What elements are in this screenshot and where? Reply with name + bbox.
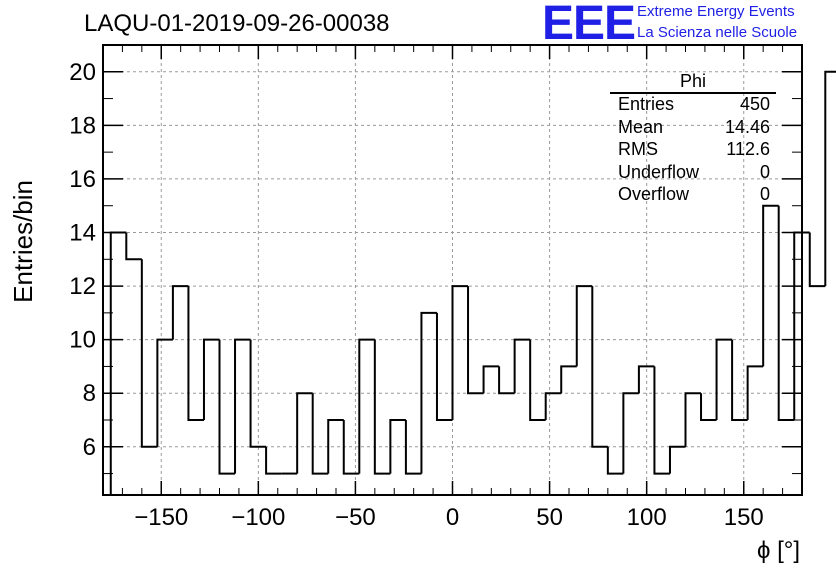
histogram-bin [544,392,562,420]
stats-label-mean: Mean [618,117,664,137]
histogram-bin [311,393,329,475]
histogram-bin [560,365,577,394]
y-tick-label: 18 [69,112,96,139]
x-tick-label: −150 [134,504,188,531]
stats-value-entries: 450 [739,94,770,114]
x-tick-label: 100 [627,504,667,531]
y-tick-label: 8 [83,380,96,407]
stats-label-entries: Entries [618,94,675,114]
stats-label-overflow: Overflow [618,184,690,204]
histogram-bin [389,419,406,474]
eee-logo: EEE [542,0,636,50]
histogram-bin [824,70,836,287]
histogram-bin [358,338,375,474]
x-tick-label: 150 [724,504,764,531]
stats-box-divider [610,92,776,94]
stats-value-rms: 112.6 [726,139,770,159]
histogram-bin [529,339,546,421]
histogram-bin [467,286,484,395]
histogram-bin [498,366,515,395]
x-tick-label: 0 [446,504,459,531]
grid-lines [103,45,802,495]
histogram-bin [373,339,391,475]
histogram-bin [637,365,655,394]
histogram-bin [187,286,204,421]
histogram-bin [684,392,702,447]
stats-label-underflow: Underflow [618,162,700,182]
histogram-bin [777,205,795,421]
histogram-bin [435,312,453,421]
histogram-bin [653,366,670,475]
histogram-bin [591,286,608,448]
stats-value-mean: 14.46 [724,117,770,137]
histogram-bin [342,420,360,475]
histogram-bin [327,419,344,474]
histogram-bin [125,232,142,261]
histogram-bin [606,446,624,475]
y-tick-label: 6 [83,434,96,461]
histogram-bin [575,285,593,367]
histogram-bin [404,420,422,475]
y-tick-label: 12 [69,273,96,300]
x-axis-label: ϕ [°] [757,537,800,564]
histogram-bin [715,338,733,420]
tick-labels: −150 −100 −50 0 50 100 150 6 8 10 12 14 16 18 20 [69,59,763,531]
logo-tagline-2: La Scienza nelle Scuole [637,24,798,41]
axis-ticks [103,45,802,495]
histogram-bin [482,365,500,394]
histogram-bin [171,285,189,340]
histogram-bin [140,259,158,448]
histogram-bin [109,231,127,495]
histogram-bin [622,392,639,474]
histogram-bin [296,392,313,474]
x-tick-label: −100 [231,504,285,531]
histogram-bin [249,339,267,448]
histogram-bin [265,446,282,475]
stats-value-overflow: 0 [759,184,770,204]
histogram-bin [668,445,686,474]
stats-label-rms: RMS [618,139,658,159]
stats-value-underflow: 0 [759,162,770,182]
histogram-bin [808,232,826,288]
histogram-bin [513,338,531,394]
x-tick-label: −50 [335,504,376,531]
histogram-bin [234,338,251,474]
histogram-bin [202,338,220,420]
histogram-bin [746,365,764,420]
histogram-bin [218,339,236,475]
y-tick-label: 16 [69,166,96,193]
chart-title: LAQU-01-2019-09-26-00038 [84,10,390,37]
x-tick-label: 50 [536,504,563,531]
y-tick-label: 14 [69,220,96,247]
histogram-bins [109,70,836,495]
histogram-bin [700,393,717,421]
y-tick-label: 20 [69,59,96,86]
y-tick-label: 10 [69,327,96,354]
logo-tagline-1: Extreme Energy Events [637,3,795,20]
histogram-bin [451,285,469,420]
histogram-bin [731,339,748,421]
histogram-bin [420,311,437,474]
y-axis-label: Entries/bin [8,180,38,303]
histogram-bin [156,338,173,447]
histogram-bin [762,204,779,367]
stats-box-title: Phi [680,71,707,91]
